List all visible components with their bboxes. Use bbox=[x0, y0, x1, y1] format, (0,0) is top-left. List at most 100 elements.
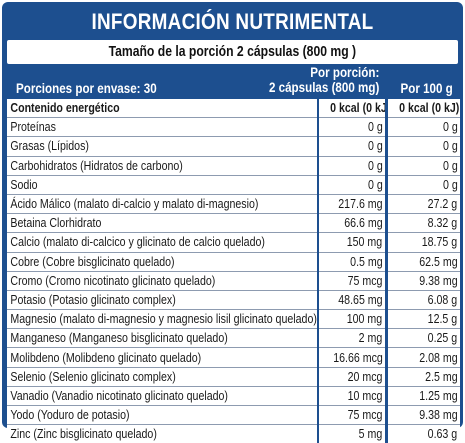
per-100g-value-cell: 0.63 g bbox=[387, 425, 461, 443]
table-row: Potasio (Potasio glicinato complex) 48.65… bbox=[7, 290, 460, 311]
nutrient-name: Betaina Clorhidrato bbox=[10, 216, 102, 231]
per-100g-value: 62.5 mg bbox=[419, 254, 458, 269]
nutrient-name-cell: Magnesio (malato di-magnesio y magnesio … bbox=[7, 309, 319, 330]
nutrient-name: Sodio bbox=[10, 177, 38, 192]
table-row: Yodo (Yoduro de potasio) 75 mcg 9.38 mg bbox=[7, 405, 460, 426]
per-100g-value: 18.75 g bbox=[421, 235, 458, 250]
table-row: Sodio 0 g 0 g bbox=[7, 175, 460, 195]
per-portion-value-cell: 0 g bbox=[318, 156, 388, 176]
table-row: Vanadio (Vanadio nicotinato glicinato qu… bbox=[7, 386, 460, 407]
per-100g-value: 2.08 mg bbox=[419, 350, 458, 365]
per-100g-value-cell: 2.5 mg bbox=[386, 367, 460, 387]
per-portion-value-cell: 217.6 mg bbox=[318, 194, 388, 215]
per-100g-value-cell: 9.38 mg bbox=[386, 405, 460, 426]
servings-per-container: Porciones por envase: 30 bbox=[16, 81, 157, 96]
table-row: Carbohidratos (Hidratos de carbono) 0 g 0 … bbox=[7, 156, 460, 176]
nutrient-name-cell: Proteínas bbox=[7, 117, 319, 138]
per-100g-value-cell: 12.5 g bbox=[386, 309, 460, 330]
per-100g-value-cell: 0 g bbox=[386, 117, 460, 138]
nutrient-name-cell: Betaina Clorhidrato bbox=[7, 213, 319, 234]
nutrient-name-cell: Zinc (Zinc bisglicinato quelado) bbox=[7, 424, 319, 443]
nutrient-name: Potasio (Potasio glicinato complex) bbox=[10, 292, 176, 307]
per-100g-value: 0 kcal (0 kJ) bbox=[399, 101, 460, 116]
per-100g-value-cell: 18.75 g bbox=[386, 232, 460, 253]
nutrient-name-cell: Yodo (Yoduro de potasio) bbox=[7, 405, 319, 426]
nutrient-name-cell: Ácido Málico (malato di-calcio y malato … bbox=[7, 194, 319, 215]
table-row: Proteínas 0 g 0 g bbox=[7, 117, 460, 138]
per-portion-value-cell: 0 g bbox=[318, 136, 388, 157]
table-row: Molibdeno (Molibdeno glicinato quelado) 1… bbox=[7, 347, 460, 368]
per-100g-value-cell: 62.5 mg bbox=[386, 252, 460, 272]
per-portion-value-cell: 75 mcg bbox=[318, 405, 388, 426]
table-row: Betaina Clorhidrato 66.6 mg 8.32 g bbox=[7, 213, 460, 234]
per-portion-value: 0 g bbox=[367, 158, 383, 173]
table-row: Ácido Málico (malato di-calcio y malato … bbox=[7, 194, 460, 215]
nutrient-name-cell: Cromo (Cromo nicotinato glicinato quelad… bbox=[7, 271, 319, 291]
nutrient-name: Calcio (malato di-calcico y glicinato de… bbox=[10, 235, 265, 250]
nutrient-name-cell: Cobre (Cobre bisglicinato quelado) bbox=[7, 252, 319, 272]
nutrient-name-cell: Manganeso (Manganeso bisglicinato quelad… bbox=[7, 328, 319, 349]
per-portion-value: 2 mg bbox=[358, 331, 383, 346]
nutrient-name: Proteínas bbox=[10, 120, 56, 135]
per-100g-value: 0 g bbox=[442, 139, 458, 154]
per-100g-value-cell: 27.2 g bbox=[386, 194, 460, 215]
serving-size-text: Tamaño de la porción 2 cápsulas (800 mg … bbox=[108, 44, 357, 60]
per-portion-value-cell: 75 mcg bbox=[318, 271, 388, 291]
per-100g-value-cell: 9.38 mg bbox=[386, 271, 460, 291]
per-portion-value: 0 g bbox=[367, 120, 383, 135]
nutrient-name: Yodo (Yoduro de potasio) bbox=[10, 408, 130, 423]
per-portion-header: Por porción: 2 cápsulas (800 mg) bbox=[268, 65, 379, 95]
per-portion-value: 75 mcg bbox=[347, 408, 383, 423]
nutrient-name-cell: Carbohidratos (Hidratos de carbono) bbox=[7, 156, 319, 176]
per-100g-value: 9.38 mg bbox=[419, 408, 458, 423]
per-portion-value: 217.6 mg bbox=[338, 197, 383, 212]
per-100g-value: 2.5 mg bbox=[424, 369, 458, 384]
nutrient-name-cell: Potasio (Potasio glicinato complex) bbox=[7, 290, 319, 311]
table-row: Contenido energético 0 kcal (0 kJ) 0 kcal … bbox=[7, 99, 460, 119]
per-portion-value-cell: 66.6 mg bbox=[318, 213, 388, 234]
nutrient-name: Contenido energético bbox=[10, 101, 120, 116]
per-portion-value-cell: 5 mg bbox=[318, 424, 388, 443]
per-portion-value: 150 mg bbox=[347, 235, 383, 250]
nutrient-name: Cromo (Cromo nicotinato glicinato quelad… bbox=[10, 273, 216, 288]
nutrient-name-cell: Calcio (malato di-calcico y glicinato de… bbox=[7, 232, 319, 253]
per-100g-value: 8.32 g bbox=[427, 216, 458, 231]
label-title: INFORMACIÓN NUTRIMENTAL bbox=[91, 9, 374, 34]
nutrient-name: Ácido Málico (malato di-calcio y malato … bbox=[10, 197, 259, 212]
nutrition-table: Contenido energético 0 kcal (0 kJ) 0 kcal … bbox=[7, 99, 460, 443]
per-portion-value-cell: 20 mcg bbox=[318, 367, 388, 387]
nutrient-name-cell: Contenido energético bbox=[7, 99, 319, 119]
per-portion-value: 75 mcg bbox=[347, 273, 383, 288]
per-portion-value-cell: 150 mg bbox=[318, 232, 388, 253]
per-100g-value-cell: 2.08 mg bbox=[386, 347, 460, 368]
per-100g-value-cell: 8.32 g bbox=[386, 213, 460, 234]
per-100g-value: 0.63 g bbox=[427, 427, 458, 442]
per-portion-value-cell: 16.66 mcg bbox=[318, 347, 388, 368]
per-100g-value: 0 g bbox=[442, 158, 458, 173]
per-portion-value: 100 mg bbox=[347, 312, 383, 327]
nutrient-name-cell: Sodio bbox=[7, 175, 319, 195]
per-portion-value-cell: 48.65 mg bbox=[318, 290, 388, 311]
per-portion-value: 10 mcg bbox=[347, 388, 383, 403]
per-100g-header: Por 100 g bbox=[400, 81, 453, 96]
per-portion-value: 20 mcg bbox=[347, 369, 383, 384]
per-portion-value: 16.66 mcg bbox=[332, 350, 383, 365]
per-portion-value-cell: 0 g bbox=[318, 175, 388, 195]
per-portion-value-cell: 0 kcal (0 kJ) bbox=[318, 99, 388, 119]
per-portion-value: 66.6 mg bbox=[344, 216, 383, 231]
table-row: Magnesio (malato di-magnesio y magnesio … bbox=[7, 309, 460, 330]
nutrient-name: Vanadio (Vanadio nicotinato glicinato qu… bbox=[10, 388, 228, 403]
per-portion-value-cell: 10 mcg bbox=[318, 386, 388, 407]
table-row: Zinc (Zinc bisglicinato quelado) 5 mg 0.63… bbox=[7, 424, 461, 443]
per-100g-value: 9.38 mg bbox=[419, 273, 458, 288]
nutrient-name: Grasas (Lípidos) bbox=[10, 139, 89, 154]
per-100g-value: 0 g bbox=[442, 120, 458, 135]
per-100g-value: 1.25 mg bbox=[419, 388, 458, 403]
nutrient-name: Cobre (Cobre bisglicinato quelado) bbox=[10, 254, 175, 269]
per-portion-value: 48.65 mg bbox=[338, 292, 383, 307]
per-portion-value: 5 mg bbox=[358, 427, 383, 442]
nutrient-name: Carbohidratos (Hidratos de carbono) bbox=[10, 158, 183, 173]
per-100g-value-cell: 0 kcal (0 kJ) bbox=[386, 99, 460, 119]
per-100g-value: 0.25 g bbox=[427, 331, 458, 346]
nutrient-name-cell: Selenio (Selenio glicinato complex) bbox=[7, 367, 319, 387]
